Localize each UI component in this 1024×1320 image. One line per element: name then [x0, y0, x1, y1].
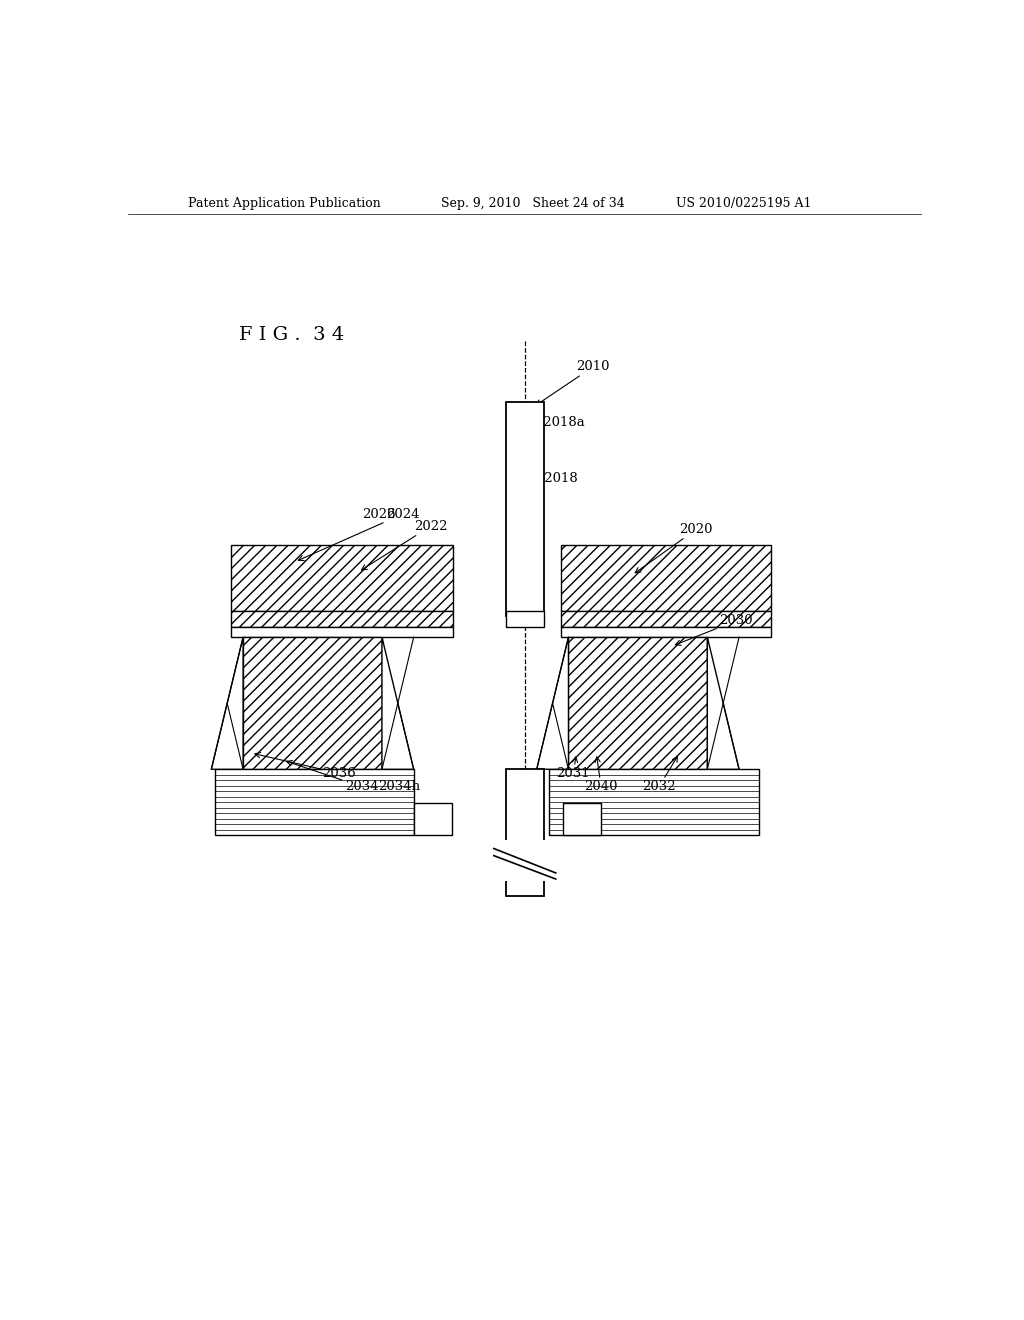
Text: 2036: 2036 — [255, 752, 356, 780]
Bar — [560, 627, 771, 638]
Text: 2026: 2026 — [362, 508, 395, 520]
Polygon shape — [382, 638, 414, 770]
Text: 2034: 2034 — [287, 760, 378, 793]
Bar — [506, 770, 544, 896]
Bar — [231, 545, 454, 611]
Text: 2032: 2032 — [642, 756, 678, 793]
Bar — [568, 638, 708, 770]
Text: 2040: 2040 — [585, 756, 617, 793]
Bar — [506, 403, 544, 615]
Text: 2034h: 2034h — [378, 780, 420, 793]
Text: 2031: 2031 — [557, 756, 590, 780]
Bar — [549, 770, 759, 836]
Text: --2018: --2018 — [536, 473, 578, 484]
Text: Patent Application Publication: Patent Application Publication — [187, 197, 380, 210]
Bar — [560, 545, 771, 611]
Text: --2018a: --2018a — [535, 416, 585, 429]
Text: 2024: 2024 — [298, 508, 420, 561]
Polygon shape — [708, 638, 739, 770]
Text: US 2010/0225195 A1: US 2010/0225195 A1 — [676, 197, 811, 210]
Text: 2022: 2022 — [361, 520, 447, 570]
Text: F I G .  3 4: F I G . 3 4 — [240, 326, 344, 345]
Text: 2010: 2010 — [537, 360, 610, 405]
Polygon shape — [537, 638, 568, 770]
Bar — [231, 627, 454, 638]
Polygon shape — [211, 638, 243, 770]
Bar — [506, 611, 544, 627]
Bar — [243, 638, 382, 770]
Text: Sep. 9, 2010   Sheet 24 of 34: Sep. 9, 2010 Sheet 24 of 34 — [441, 197, 626, 210]
Text: 2020: 2020 — [635, 523, 713, 573]
Text: 2030: 2030 — [676, 614, 753, 645]
Bar — [414, 803, 452, 836]
Bar — [563, 803, 601, 836]
Bar — [231, 611, 454, 627]
Bar — [215, 770, 414, 836]
Bar — [498, 841, 552, 880]
Bar — [560, 611, 771, 627]
